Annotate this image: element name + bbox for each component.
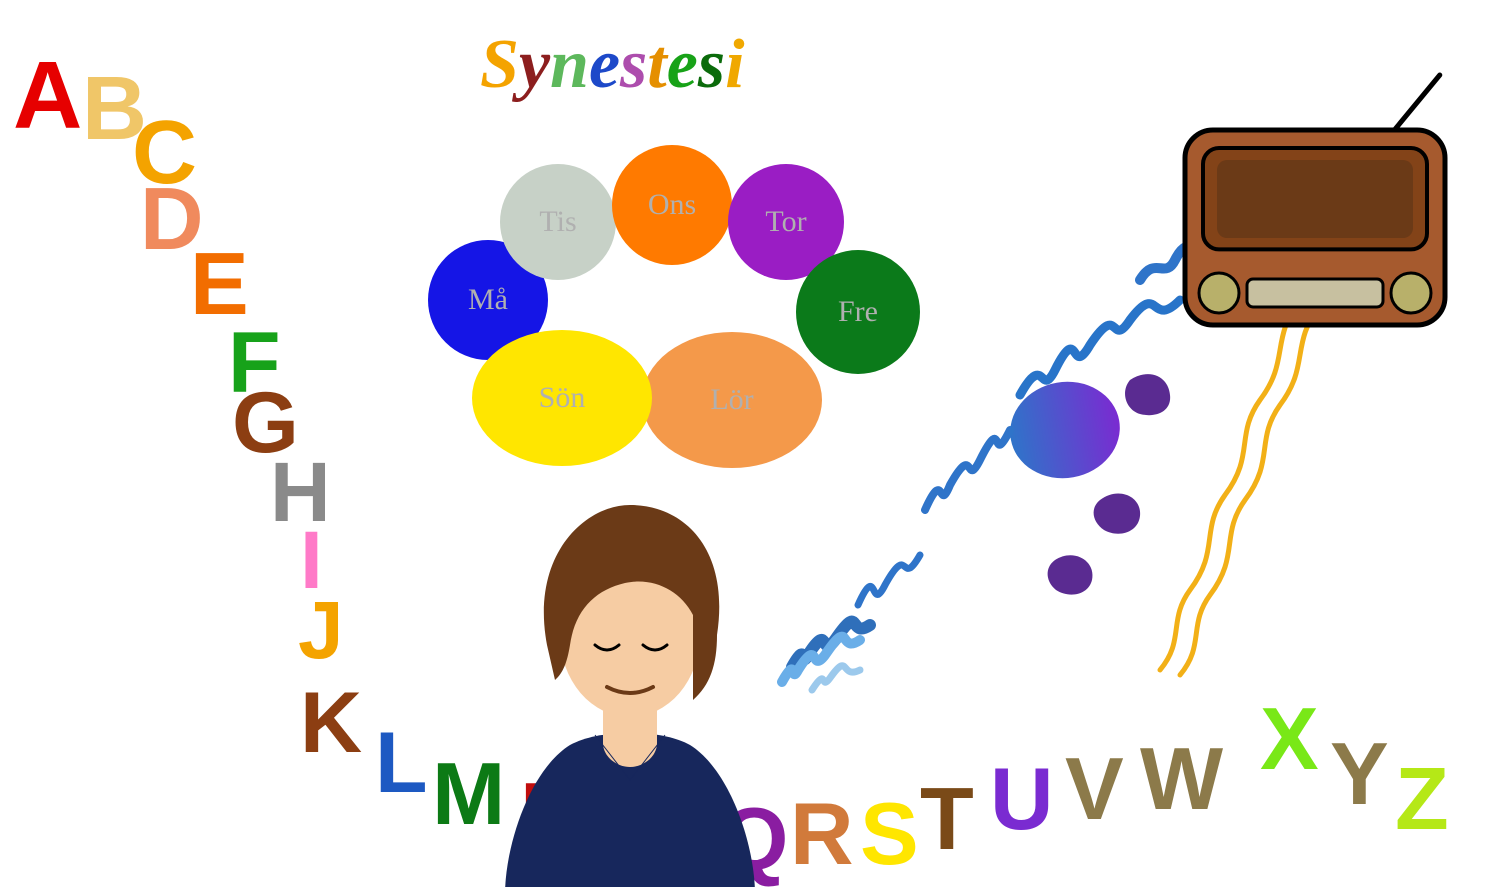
radio-icon [1185,75,1445,325]
color-blob [1094,493,1141,533]
color-blob [1125,374,1170,415]
sound-wave [812,666,860,690]
color-blob [1048,555,1093,594]
person-icon [505,505,755,887]
sound-wave [858,555,920,605]
sound-wave [1180,305,1320,675]
sound-wave [1160,300,1300,670]
illustration-layer [0,0,1500,887]
sound-wave [925,430,1010,510]
